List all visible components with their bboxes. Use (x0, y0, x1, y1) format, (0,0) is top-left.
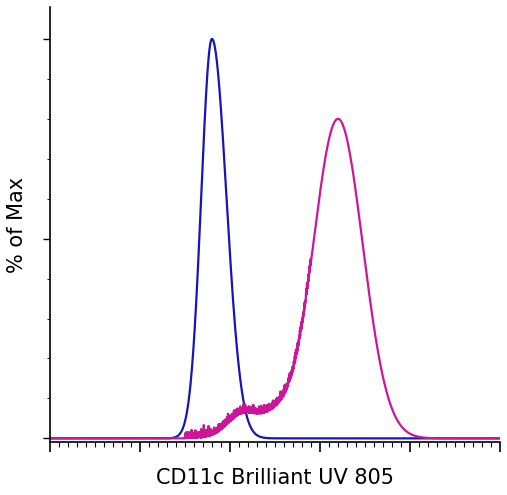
Y-axis label: % of Max: % of Max (7, 177, 27, 273)
X-axis label: CD11c Brilliant UV 805: CD11c Brilliant UV 805 (156, 468, 394, 488)
